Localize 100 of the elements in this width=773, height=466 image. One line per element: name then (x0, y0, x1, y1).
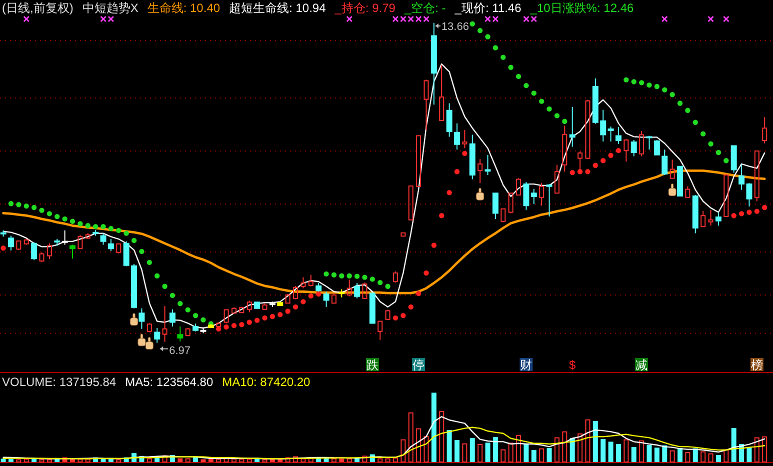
point (454, 169, 460, 174)
bar (654, 448, 660, 462)
text: 生命线: 10.40 (147, 1, 220, 16)
candlestick (16, 240, 22, 251)
candlestick (762, 116, 768, 144)
point (585, 169, 590, 174)
bar (592, 421, 598, 462)
point (292, 304, 298, 310)
candlestick (239, 306, 244, 314)
candlestick (408, 185, 414, 220)
candlestick (62, 230, 68, 246)
point (731, 213, 736, 218)
candlestick (730, 145, 737, 174)
candlestick (246, 300, 252, 313)
candlestick (385, 309, 390, 320)
bar (600, 438, 606, 462)
bar (270, 459, 275, 462)
bar (670, 450, 675, 462)
bar (478, 444, 483, 462)
candlestick (700, 210, 706, 228)
point (239, 322, 244, 328)
point (608, 152, 614, 158)
point (416, 290, 422, 296)
bar (531, 450, 536, 462)
point (738, 211, 744, 216)
bar (492, 437, 498, 462)
bar (185, 458, 190, 462)
candlestick (439, 64, 444, 121)
bar (331, 458, 336, 462)
bar (754, 437, 760, 462)
text: $ (569, 358, 576, 372)
candlestick (46, 242, 52, 260)
point (278, 312, 283, 318)
candlestick (500, 208, 506, 223)
candlestick (392, 271, 398, 284)
candlestick (346, 279, 352, 297)
candlestick (24, 238, 29, 246)
bar (646, 445, 652, 462)
bar (385, 458, 390, 462)
candlestick (300, 276, 306, 289)
candlestick (416, 135, 422, 187)
candlestick (0, 230, 6, 238)
candlestick (462, 130, 468, 149)
candlestick (31, 242, 38, 261)
chart-title: (日线,前复权) (2, 1, 74, 16)
bar (346, 458, 352, 462)
point (285, 308, 290, 314)
bar (516, 435, 522, 462)
point (570, 170, 575, 176)
bar (524, 444, 529, 462)
candlestick (708, 209, 714, 226)
bar (639, 440, 644, 462)
candlestick (539, 182, 544, 206)
bar (662, 445, 668, 462)
bar (585, 419, 590, 462)
point (392, 315, 398, 321)
candlestick (478, 158, 483, 184)
candlestick (677, 165, 684, 197)
candlestick (254, 301, 260, 310)
chart-subtitle: 中短趋势X (82, 1, 138, 16)
candlestick (154, 327, 160, 344)
bar (424, 436, 429, 462)
candlestick (162, 305, 168, 342)
point (254, 318, 260, 323)
bar (446, 430, 452, 462)
candlestick (608, 126, 614, 142)
bar (392, 458, 398, 462)
bar (416, 428, 422, 462)
candlestick (100, 232, 106, 246)
bar (578, 433, 583, 462)
candlestick (92, 229, 99, 236)
bar (746, 448, 752, 462)
text: MA5: 123564.80 (125, 375, 214, 390)
bar (762, 436, 768, 462)
candlestick (523, 182, 530, 210)
point (600, 158, 606, 164)
bar (539, 448, 544, 462)
point (424, 270, 429, 276)
candlestick (231, 306, 236, 314)
bar (339, 458, 344, 462)
candlestick (469, 134, 476, 180)
point (270, 314, 276, 320)
candlestick (654, 140, 660, 156)
bar (462, 443, 468, 462)
point (0, 246, 6, 251)
text: _10日涨跌%: 12.46 (530, 1, 634, 16)
bar (546, 448, 552, 462)
chart-title: VOLUME: 137195.84 (2, 375, 116, 390)
candlestick (516, 178, 522, 196)
bar (631, 447, 636, 462)
text: 超短生命线: 10.94 (229, 1, 326, 16)
bar (708, 453, 714, 462)
candlestick (484, 154, 491, 176)
candlestick (624, 138, 629, 162)
candlestick (424, 79, 429, 131)
point (462, 150, 468, 156)
candlestick (54, 238, 60, 246)
point (754, 208, 760, 214)
point (231, 322, 237, 328)
candlestick (585, 99, 590, 160)
